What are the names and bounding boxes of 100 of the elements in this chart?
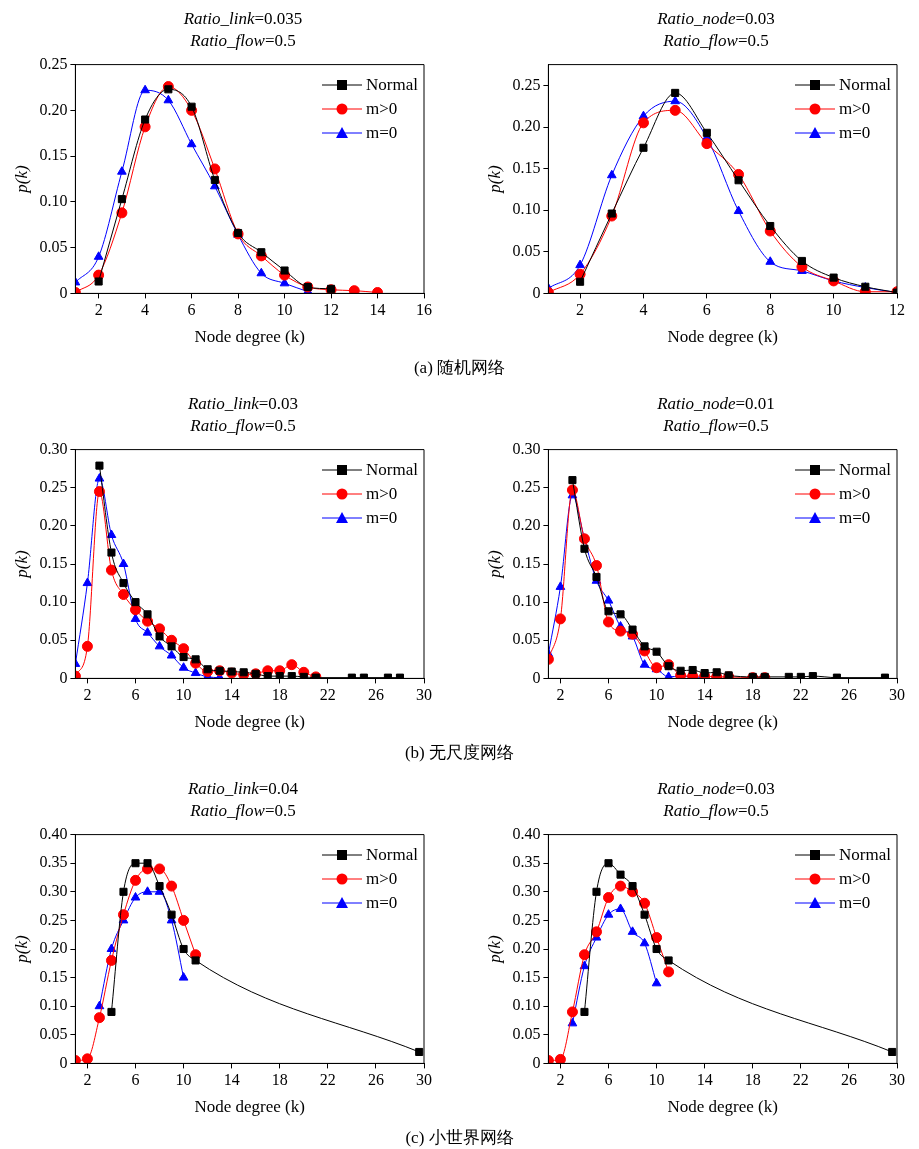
x-axis-title: Node degree (k) [667, 1097, 778, 1117]
chart-title: Ratio_node=0.03 [657, 9, 775, 28]
text: (b) 无尺度网络 [403, 742, 516, 764]
x-axis-title: Node degree (k) [194, 712, 305, 732]
y-tick-label: 0.05 [512, 242, 541, 259]
legend-label: m=0 [366, 891, 398, 914]
x-axis-title: Node degree (k) [194, 1097, 305, 1117]
y-tick-label: 0.20 [39, 516, 68, 534]
x-tick-label: 26 [840, 1071, 857, 1089]
y-axis-title: p(k) [484, 934, 504, 964]
x-tick-label: 10 [648, 686, 665, 704]
x-tick-label: 4 [639, 301, 648, 319]
y-tick-label: 0.35 [39, 853, 68, 871]
legend-label: m>0 [839, 867, 871, 890]
x-tick-label: 22 [792, 686, 809, 704]
legend-label: Normal [366, 73, 418, 96]
x-tick-label: 2 [556, 1071, 565, 1089]
x-tick-label: 18 [744, 1071, 761, 1089]
y-tick-label: 0 [532, 283, 541, 301]
y-tick-label: 0.10 [512, 996, 541, 1014]
y-tick-label: 0.15 [512, 967, 541, 985]
x-tick-label: 30 [416, 686, 432, 704]
x-tick-label: 26 [367, 686, 384, 704]
y-tick-label: 0.05 [39, 237, 68, 255]
x-tick-label: 30 [889, 686, 905, 704]
text: (a) 随机网络 [412, 357, 507, 379]
x-tick-label: 10 [648, 1071, 665, 1089]
y-tick-label: 0.05 [512, 1025, 541, 1042]
chart-subtitle: Ratio_flow=0.5 [190, 31, 296, 50]
x-tick-label: 30 [889, 1071, 905, 1089]
text: (c) 小世界网络 [404, 1127, 515, 1149]
y-tick-label: 0.05 [512, 630, 541, 648]
x-tick-label: 16 [416, 301, 432, 319]
x-tick-label: 30 [416, 1071, 432, 1089]
legend-label: m>0 [839, 482, 871, 505]
y-tick-label: 0 [59, 1053, 68, 1071]
y-tick-label: 0.15 [39, 146, 68, 164]
x-tick-label: 26 [840, 686, 857, 704]
x-tick-label: 18 [271, 1071, 288, 1089]
legend-label: Normal [839, 73, 891, 96]
x-tick-label: 14 [369, 301, 386, 319]
x-tick-label: 14 [223, 686, 240, 704]
legend-label: m>0 [839, 97, 871, 120]
legend-label: m=0 [839, 506, 871, 529]
legend-label: m=0 [839, 121, 871, 144]
x-tick-label: 14 [696, 686, 713, 704]
x-tick-label: 8 [234, 301, 243, 319]
x-tick-label: 6 [604, 686, 613, 704]
y-axis-title: p(k) [11, 549, 31, 579]
chart-title: Ratio_link=0.04 [187, 779, 299, 798]
y-tick-label: 0.35 [512, 853, 541, 871]
x-tick-label: 14 [223, 1071, 240, 1089]
x-tick-label: 10 [276, 301, 293, 319]
y-tick-label: 0.20 [39, 939, 68, 957]
y-tick-label: 0 [59, 283, 68, 301]
x-tick-label: 12 [323, 301, 340, 319]
legend-label: m=0 [839, 891, 871, 914]
chart-subtitle: Ratio_flow=0.5 [663, 31, 769, 50]
legend-label: m>0 [366, 97, 398, 120]
y-tick-label: 0.10 [512, 592, 541, 610]
y-tick-label: 0.30 [39, 882, 68, 899]
legend-label: Normal [839, 458, 891, 481]
y-tick-label: 0.05 [39, 1025, 68, 1042]
y-tick-label: 0.20 [512, 117, 541, 135]
chart-title: Ratio_node=0.03 [657, 779, 775, 798]
x-tick-label: 4 [141, 301, 150, 319]
x-tick-label: 6 [604, 1071, 613, 1089]
y-axis-title: p(k) [484, 549, 504, 579]
y-tick-label: 0.25 [512, 910, 541, 928]
chart-title: Ratio_link=0.03 [187, 394, 299, 413]
legend-label: m=0 [366, 506, 398, 529]
y-axis-title: p(k) [484, 164, 504, 194]
x-tick-label: 2 [576, 301, 585, 319]
chart-subtitle: Ratio_flow=0.5 [190, 801, 296, 820]
legend-label: Normal [366, 458, 418, 481]
y-tick-label: 0.25 [512, 477, 541, 495]
y-axis-title: p(k) [11, 164, 31, 194]
x-tick-label: 10 [175, 1071, 192, 1089]
x-tick-label: 2 [83, 686, 92, 704]
y-tick-label: 0.20 [512, 516, 541, 534]
x-tick-label: 18 [744, 686, 761, 704]
y-tick-label: 0.15 [39, 554, 68, 572]
legend-label: Normal [839, 843, 891, 866]
legend-label: m>0 [366, 482, 398, 505]
y-tick-label: 0.10 [39, 192, 68, 210]
chart-title: Ratio_link=0.035 [183, 9, 303, 28]
x-tick-label: 6 [131, 686, 140, 704]
y-tick-label: 0 [532, 668, 541, 686]
y-tick-label: 0.15 [512, 554, 541, 572]
chart-subtitle: Ratio_flow=0.5 [663, 801, 769, 820]
y-tick-label: 0.15 [512, 158, 541, 176]
legend-label: m=0 [366, 121, 398, 144]
x-tick-label: 26 [367, 1071, 384, 1089]
y-tick-label: 0.40 [512, 824, 541, 842]
y-tick-label: 0.30 [512, 439, 541, 457]
y-tick-label: 0.10 [39, 592, 68, 610]
x-tick-label: 6 [187, 301, 196, 319]
y-tick-label: 0.40 [39, 824, 68, 842]
x-axis-title: Node degree (k) [667, 712, 778, 732]
y-tick-label: 0 [532, 1053, 541, 1071]
